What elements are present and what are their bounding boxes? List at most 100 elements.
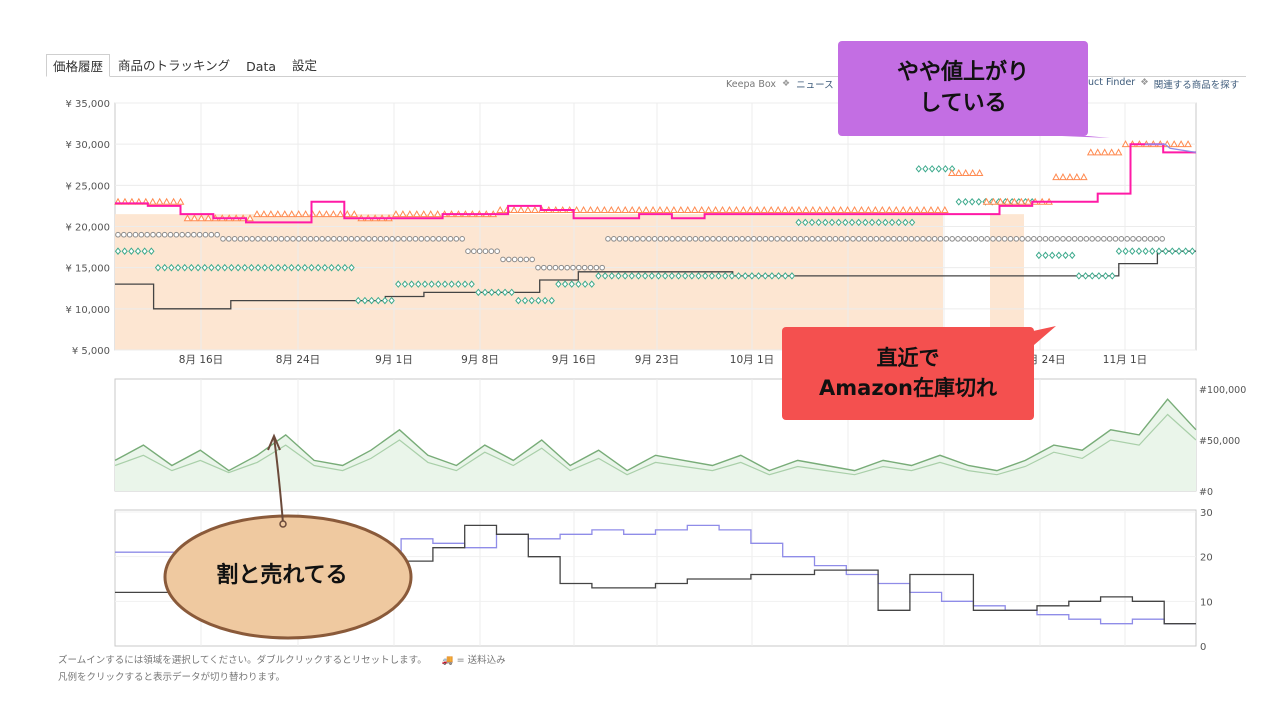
price-x-axis: 8月 16日 8月 24日 9月 1日 9月 8日 9月 16日 9月 23日 10月 1日… <box>179 354 1147 366</box>
amazon-point <box>280 210 289 218</box>
teal-point <box>862 218 869 227</box>
teal-point <box>328 263 335 272</box>
used-point <box>984 236 990 242</box>
used-point <box>681 236 687 242</box>
amazon-point <box>1024 197 1033 205</box>
amazon-point <box>788 205 796 214</box>
tab-product-tracking[interactable]: 商品のトラッキング <box>118 58 231 73</box>
amazon-point <box>607 205 616 214</box>
used-point <box>937 236 944 242</box>
legend-hint: 凡例をクリックすると表示データが切り替わります。 <box>58 672 286 683</box>
used-point <box>844 236 850 242</box>
used-point <box>867 236 874 242</box>
teal-point <box>935 165 942 173</box>
link-toolbar: Keepa Box ❖ ニュース <box>700 77 1250 92</box>
amazon-point <box>1184 140 1192 148</box>
teal-point <box>802 218 809 227</box>
teal-point <box>241 263 248 272</box>
used-point <box>873 236 880 242</box>
used-point <box>272 236 279 242</box>
used-point <box>465 248 471 254</box>
used-point <box>739 236 745 242</box>
news-link[interactable]: ニュース <box>796 80 834 91</box>
used-point <box>611 236 617 242</box>
related-products-link[interactable]: 関連する商品を探す <box>1153 80 1240 91</box>
used-point <box>920 236 926 242</box>
teal-point <box>908 218 916 227</box>
tab-data[interactable]: Data <box>246 59 277 74</box>
teal-point <box>1122 247 1129 255</box>
product-finder-link[interactable]: uct Finder <box>1088 77 1136 88</box>
teal-point <box>455 280 462 288</box>
rank-area <box>115 399 1196 491</box>
used-point <box>132 231 139 238</box>
used-point <box>208 231 215 238</box>
used-point <box>441 236 448 242</box>
used-point <box>646 236 652 242</box>
amazon-point <box>246 214 254 222</box>
teal-point <box>601 272 609 280</box>
used-point <box>336 236 343 242</box>
amazon-point <box>426 210 435 218</box>
used-point <box>990 236 996 242</box>
teal-point <box>782 272 789 280</box>
used-point <box>523 256 530 263</box>
used-point <box>552 264 559 271</box>
teal-point <box>181 263 188 272</box>
used-point <box>366 236 372 242</box>
teal-point <box>341 263 349 272</box>
teal-point <box>208 263 215 272</box>
used-point <box>156 231 162 238</box>
amazon-point <box>593 205 602 214</box>
teal-point <box>1109 272 1116 280</box>
rank-y-axis: #100,000 #50,000 #0 <box>1199 385 1246 498</box>
amazon-point <box>697 205 706 214</box>
sales-rank-chart[interactable]: #100,000 #50,000 #0 <box>114 378 1246 498</box>
teal-point <box>588 280 595 288</box>
keepa-box-link[interactable]: Keepa Box <box>726 78 776 90</box>
teal-point <box>642 272 649 280</box>
used-point <box>908 236 915 242</box>
rank-y-tick: #50,000 <box>1199 436 1240 447</box>
teal-point <box>635 272 642 280</box>
price-y-tick: ¥ 30,000 <box>65 140 110 151</box>
amazon-point <box>934 205 942 214</box>
teal-point <box>488 288 495 297</box>
used-point <box>1130 236 1136 242</box>
used-point <box>1118 236 1125 242</box>
teal-point <box>388 296 395 305</box>
price-y-tick: ¥ 25,000 <box>65 181 110 192</box>
price-x-tick: 11月 1日 <box>1103 354 1147 366</box>
teal-point <box>1162 247 1169 255</box>
amazon-point <box>635 205 643 214</box>
teal-point <box>1189 247 1196 255</box>
amazon-point <box>531 205 539 214</box>
used-point <box>663 236 670 242</box>
teal-point <box>1089 272 1096 280</box>
teal-point <box>615 272 622 280</box>
amazon-point <box>496 205 505 214</box>
teal-point <box>842 218 849 227</box>
price-up-callout-line1: やや値上がり <box>896 59 1029 85</box>
teal-point <box>695 272 702 280</box>
truck-icon: 🚚 <box>441 655 454 666</box>
used-point <box>278 236 285 242</box>
teal-point <box>1035 251 1043 260</box>
teal-point <box>141 247 148 255</box>
used-point <box>564 264 570 271</box>
amazon-point <box>822 205 831 214</box>
link-toolbar-right: uct Finder ❖ 関連する商品を探す <box>1088 77 1239 91</box>
used-point <box>949 236 955 242</box>
amazon-point <box>315 210 324 218</box>
amazon-point <box>739 205 748 214</box>
used-point <box>535 264 541 271</box>
used-point <box>401 236 407 242</box>
teal-point <box>1069 251 1076 260</box>
used-point <box>126 231 133 238</box>
teal-point <box>355 296 362 305</box>
tab-settings[interactable]: 設定 <box>292 58 318 73</box>
price-chart[interactable]: ¥ 35,000 ¥ 30,000 ¥ 25,000 ¥ 20,000 ¥ 15,000… <box>65 99 1197 366</box>
amazon-point <box>732 205 741 214</box>
tab-price-history[interactable]: 価格履歴 <box>46 54 111 77</box>
